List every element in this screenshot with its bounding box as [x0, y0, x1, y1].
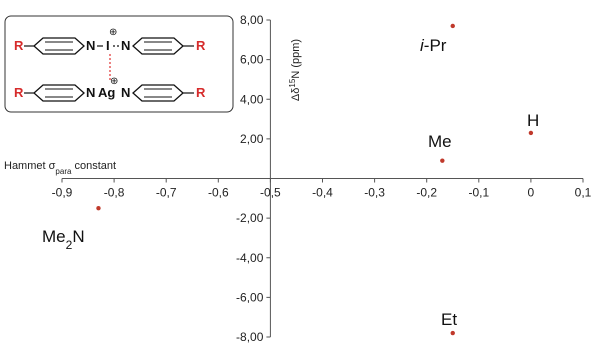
- inset-charge-top: ⊕: [109, 27, 117, 38]
- data-point: [528, 130, 534, 136]
- molecule-inset: R N I ⊕ N R R N Ag ⊕ N R: [4, 15, 234, 113]
- x-tick-label: -0,8: [104, 186, 125, 200]
- inset-r-top-left: R: [14, 38, 24, 53]
- point-label-ipr: i-Pr: [420, 36, 447, 55]
- inset-n-bottom-right: N: [121, 85, 130, 100]
- y-tick-label: 4,00: [240, 92, 264, 106]
- inset-r-bottom-right: R: [196, 85, 206, 100]
- inset-r-bottom-left: R: [14, 85, 24, 100]
- inset-n-bottom-left: N: [86, 85, 95, 100]
- point-labels: i-Pr H Me Me2N Et: [42, 36, 539, 329]
- x-tick-label: -0,9: [52, 186, 73, 200]
- x-tick-label: -0,4: [312, 186, 333, 200]
- inset-r-top-right: R: [196, 38, 206, 53]
- x-tick-label: -0,7: [156, 186, 177, 200]
- x-tick-label: -0,6: [208, 186, 229, 200]
- point-label-h: H: [527, 111, 539, 130]
- inset-silver: Ag: [98, 85, 115, 100]
- y-axis-title: Δδ15N (ppm): [288, 39, 303, 101]
- pyridine-ring-bottom-left: [33, 84, 85, 102]
- y-tick-label: -6,00: [236, 290, 264, 304]
- y-tick-label: 8,00: [240, 13, 264, 27]
- x-tick-label: -0,3: [364, 186, 385, 200]
- point-label-me: Me: [428, 132, 452, 151]
- data-point: [96, 206, 101, 211]
- y-tick-label: 6,00: [240, 53, 264, 67]
- data-point: [450, 330, 455, 336]
- x-tick-label: 0: [528, 186, 535, 200]
- y-tick-label: -2,00: [236, 211, 264, 225]
- y-tick-label: -4,00: [236, 251, 264, 265]
- data-point: [450, 23, 455, 29]
- data-point: [440, 158, 445, 163]
- x-tick-label: -0,2: [416, 186, 437, 200]
- x-tick-label: -0,1: [468, 186, 489, 200]
- x-tick-label: -0,5: [260, 186, 281, 200]
- inset-n-top-right: N: [121, 38, 130, 53]
- inset-charge-bottom: ⊕: [110, 76, 118, 87]
- point-label-me2n: Me2N: [42, 227, 85, 252]
- inset-n-top-left: N: [86, 38, 95, 53]
- data-points: [96, 23, 534, 336]
- y-ticks: 8,00 6,00 4,00 2,00 -2,00 -4,00 -6,00 -8,00: [236, 13, 271, 344]
- x-tick-label: 0,1: [575, 186, 592, 200]
- x-ticks: -0,9 -0,8 -0,7 -0,6 -0,5 -0,4 -0,3 -0,2 -0,1 0 0,1: [52, 178, 592, 200]
- axes: -0,9 -0,8 -0,7 -0,6 -0,5 -0,4 -0,3 -0,2 -0,1 0 0,1…: [52, 13, 592, 344]
- y-tick-label: -8,00: [236, 330, 264, 344]
- point-label-et: Et: [441, 310, 457, 329]
- inset-iodine: I: [106, 38, 110, 53]
- pyridine-ring-top-left: [33, 37, 85, 55]
- y-tick-label: 2,00: [240, 132, 264, 146]
- x-axis-title: Hammet σpara constant: [4, 160, 116, 176]
